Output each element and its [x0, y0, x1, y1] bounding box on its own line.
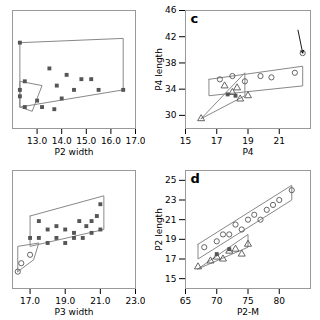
svg-text:23.0: 23.0	[125, 296, 145, 306]
svg-text:17.0: 17.0	[125, 136, 145, 146]
svg-text:P2-M: P2-M	[237, 307, 259, 317]
svg-text:42: 42	[165, 32, 176, 42]
svg-text:23: 23	[165, 195, 176, 205]
svg-text:d: d	[191, 171, 200, 186]
svg-text:65: 65	[180, 296, 191, 306]
svg-text:P2 width: P2 width	[55, 147, 94, 157]
svg-text:17: 17	[165, 254, 176, 264]
svg-text:19: 19	[165, 234, 177, 244]
svg-text:16.0: 16.0	[101, 136, 121, 146]
svg-text:P2 length: P2 length	[154, 208, 164, 251]
svg-text:75: 75	[242, 296, 253, 306]
svg-text:80: 80	[274, 296, 286, 306]
svg-text:17.0: 17.0	[20, 296, 40, 306]
svg-text:19: 19	[242, 136, 254, 146]
svg-text:P4 length: P4 length	[154, 48, 164, 91]
svg-text:14.0: 14.0	[52, 136, 72, 146]
svg-text:P4: P4	[242, 147, 253, 157]
svg-text:15.0: 15.0	[76, 136, 96, 146]
svg-text:15: 15	[180, 136, 191, 146]
svg-text:30: 30	[165, 110, 177, 120]
svg-text:34: 34	[165, 84, 177, 94]
svg-text:15: 15	[165, 274, 176, 284]
svg-text:21.0: 21.0	[90, 296, 110, 306]
svg-text:19.0: 19.0	[55, 296, 75, 306]
svg-text:25: 25	[165, 175, 176, 185]
svg-text:13.0: 13.0	[27, 136, 47, 146]
svg-text:17: 17	[211, 136, 222, 146]
svg-text:21: 21	[165, 215, 176, 225]
svg-text:70: 70	[211, 296, 223, 306]
svg-text:38: 38	[165, 58, 177, 68]
svg-text:46: 46	[165, 5, 177, 15]
svg-text:21: 21	[274, 136, 285, 146]
svg-text:P3 width: P3 width	[55, 307, 94, 317]
svg-text:c: c	[191, 11, 199, 26]
